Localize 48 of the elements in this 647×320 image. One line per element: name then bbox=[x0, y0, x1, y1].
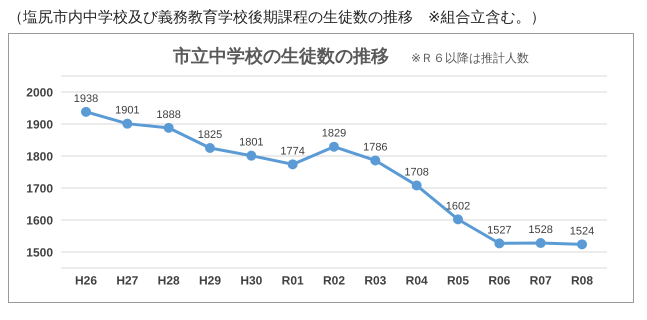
x-tick-label: H27 bbox=[116, 274, 139, 288]
data-label: 1888 bbox=[156, 108, 181, 121]
data-label: 1901 bbox=[115, 104, 140, 117]
point bbox=[288, 159, 298, 170]
y-tick-label: 1900 bbox=[26, 117, 54, 132]
data-label: 1774 bbox=[280, 145, 305, 158]
data-label: 1825 bbox=[198, 129, 222, 141]
x-tick-label: R01 bbox=[282, 274, 304, 288]
data-label: 1801 bbox=[239, 136, 264, 149]
point bbox=[329, 142, 339, 152]
data-label: 1602 bbox=[446, 200, 470, 212]
data-label: 1829 bbox=[322, 128, 346, 140]
text: （塩尻市内中学校及び義務教育学校後期課程の生徒数の推移 ※組合立含む。） bbox=[8, 8, 547, 27]
x-tick-label: R02 bbox=[322, 274, 346, 288]
data-label: 1528 bbox=[528, 224, 553, 236]
y-tick-label: 1800 bbox=[26, 149, 54, 164]
x-tick-label: R03 bbox=[364, 274, 387, 288]
x-tick-label: R06 bbox=[488, 274, 511, 288]
x-tick-label: R08 bbox=[570, 274, 594, 288]
x-tick-label: H29 bbox=[198, 274, 222, 288]
point bbox=[370, 155, 380, 166]
point bbox=[205, 143, 215, 153]
chart-title: 市立中学校の生徒数の推移 bbox=[172, 45, 389, 68]
x-tick-label: R07 bbox=[530, 274, 552, 288]
point bbox=[536, 238, 546, 248]
y-tick-label: 1700 bbox=[26, 181, 54, 196]
point bbox=[246, 150, 256, 161]
x-tick-label: H26 bbox=[74, 274, 98, 288]
data-label: 1527 bbox=[487, 224, 512, 236]
x-tick-label: R04 bbox=[406, 274, 428, 288]
data-label: 1938 bbox=[74, 92, 98, 105]
x-tick-label: H30 bbox=[240, 274, 263, 288]
point bbox=[453, 214, 463, 224]
data-label: 1786 bbox=[363, 141, 388, 154]
point bbox=[412, 180, 422, 190]
x-tick-label: H28 bbox=[158, 274, 180, 288]
y-tick-label: 1500 bbox=[26, 245, 54, 260]
point bbox=[494, 238, 504, 248]
y-tick-label: 2000 bbox=[26, 85, 54, 100]
y-tick-label: 1600 bbox=[26, 213, 54, 228]
chart-subtitle: ※Ｒ６以降は推計人数 bbox=[410, 50, 530, 67]
point bbox=[122, 118, 132, 129]
x-tick-label: R05 bbox=[446, 274, 470, 288]
point bbox=[577, 239, 587, 250]
point bbox=[81, 106, 91, 117]
data-label: 1708 bbox=[404, 166, 429, 178]
data-label: 1524 bbox=[570, 225, 594, 238]
point bbox=[164, 122, 174, 133]
